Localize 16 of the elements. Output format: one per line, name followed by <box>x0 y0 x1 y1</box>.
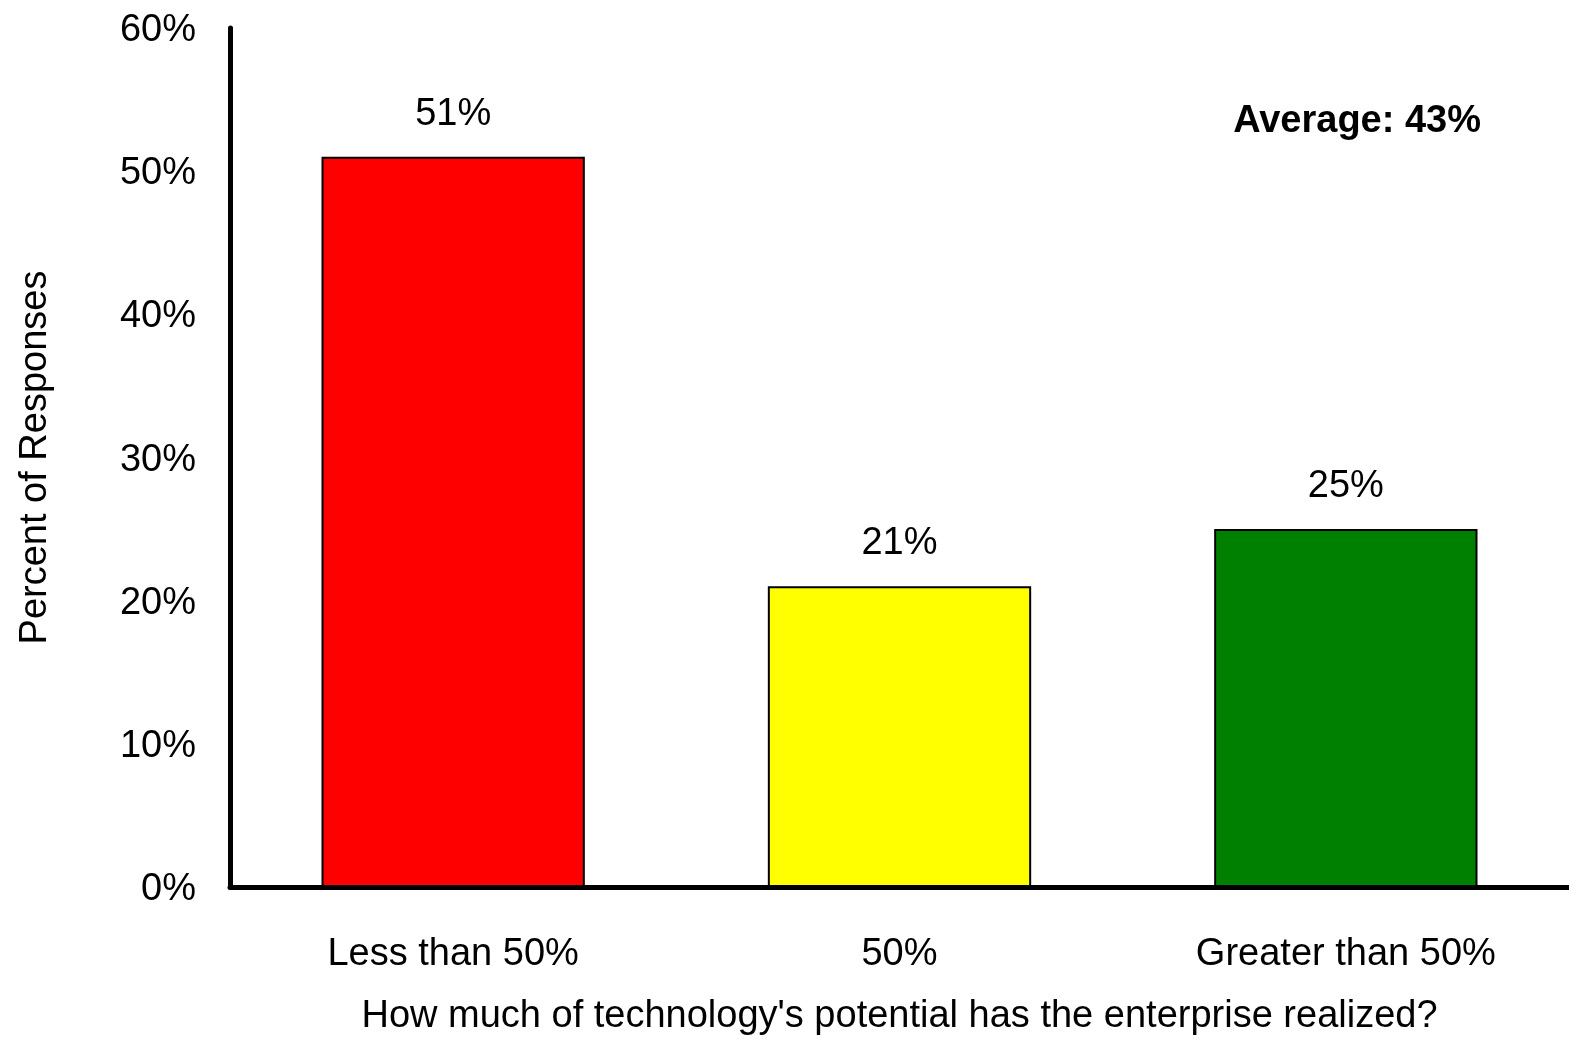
x-tick-label: Less than 50% <box>327 931 579 973</box>
data-label: 51% <box>415 90 492 133</box>
x-tick-label: Greater than 50% <box>1195 931 1496 973</box>
data-label: 21% <box>861 520 938 563</box>
y-tick-label: 30% <box>119 436 196 479</box>
y-axis-title: Percent of Responses <box>12 270 54 645</box>
data-label: 25% <box>1307 463 1384 506</box>
y-tick-label: 0% <box>141 866 196 908</box>
x-tick-label: 50% <box>861 931 938 973</box>
y-tick-label: 10% <box>119 722 196 765</box>
y-tick-label: 60% <box>119 7 196 49</box>
x-axis-title: How much of technology's potential has the enterprise realized? <box>361 993 1438 1035</box>
y-tick-label: 40% <box>119 293 196 336</box>
y-tick-label: 50% <box>119 150 196 193</box>
y-tick-label: 20% <box>119 579 196 622</box>
annotation: Average: 43% <box>1233 98 1482 140</box>
